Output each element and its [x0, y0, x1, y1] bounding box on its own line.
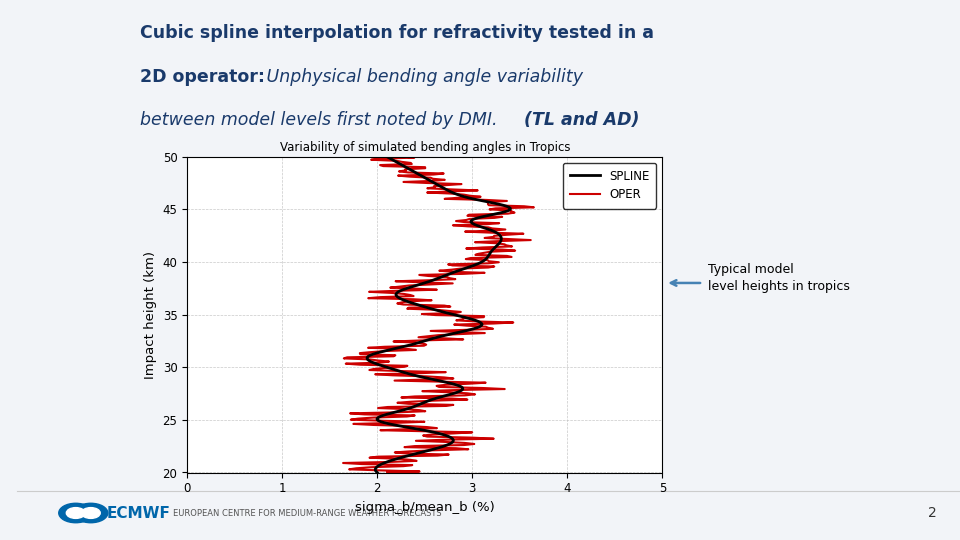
Title: Variability of simulated bending angles in Tropics: Variability of simulated bending angles …	[279, 141, 570, 154]
OPER	[449, 276, 461, 282]
Line: OPER: OPER	[343, 157, 534, 472]
Legend: SPLINE, OPER: SPLINE, OPER	[563, 163, 657, 208]
SPLINE	[434, 183, 445, 190]
OPER	[403, 282, 415, 289]
SPLINE	[381, 153, 393, 160]
Text: between model levels first noted by DMI.: between model levels first noted by DMI.	[140, 111, 497, 129]
SPLINE	[411, 282, 422, 289]
OPER	[428, 183, 440, 190]
X-axis label: sigma_b/mean_b (%): sigma_b/mean_b (%)	[355, 501, 494, 514]
Circle shape	[82, 508, 100, 518]
OPER	[414, 468, 425, 475]
Text: (TL and AD): (TL and AD)	[524, 111, 640, 129]
Text: Cubic spline interpolation for refractivity tested in a: Cubic spline interpolation for refractiv…	[140, 24, 654, 42]
Line: SPLINE: SPLINE	[367, 157, 511, 472]
Y-axis label: Impact height (km): Impact height (km)	[144, 251, 157, 379]
Circle shape	[66, 508, 85, 518]
Text: 2: 2	[927, 506, 936, 520]
OPER	[381, 469, 393, 476]
SPLINE	[371, 468, 382, 475]
Text: Unphysical bending angle variability: Unphysical bending angle variability	[260, 68, 583, 85]
OPER	[397, 153, 409, 160]
Text: 2D operator:: 2D operator:	[140, 68, 265, 85]
Text: ECMWF: ECMWF	[107, 505, 171, 521]
Text: EUROPEAN CENTRE FOR MEDIUM-RANGE WEATHER FORECASTS: EUROPEAN CENTRE FOR MEDIUM-RANGE WEATHER…	[173, 509, 442, 517]
OPER	[424, 281, 436, 288]
Circle shape	[74, 503, 108, 523]
SPLINE	[501, 203, 513, 210]
Text: Typical model
level heights in tropics: Typical model level heights in tropics	[708, 262, 850, 293]
Circle shape	[59, 503, 93, 523]
SPLINE	[372, 469, 383, 476]
OPER	[518, 203, 530, 210]
SPLINE	[414, 281, 425, 288]
SPLINE	[430, 276, 442, 282]
